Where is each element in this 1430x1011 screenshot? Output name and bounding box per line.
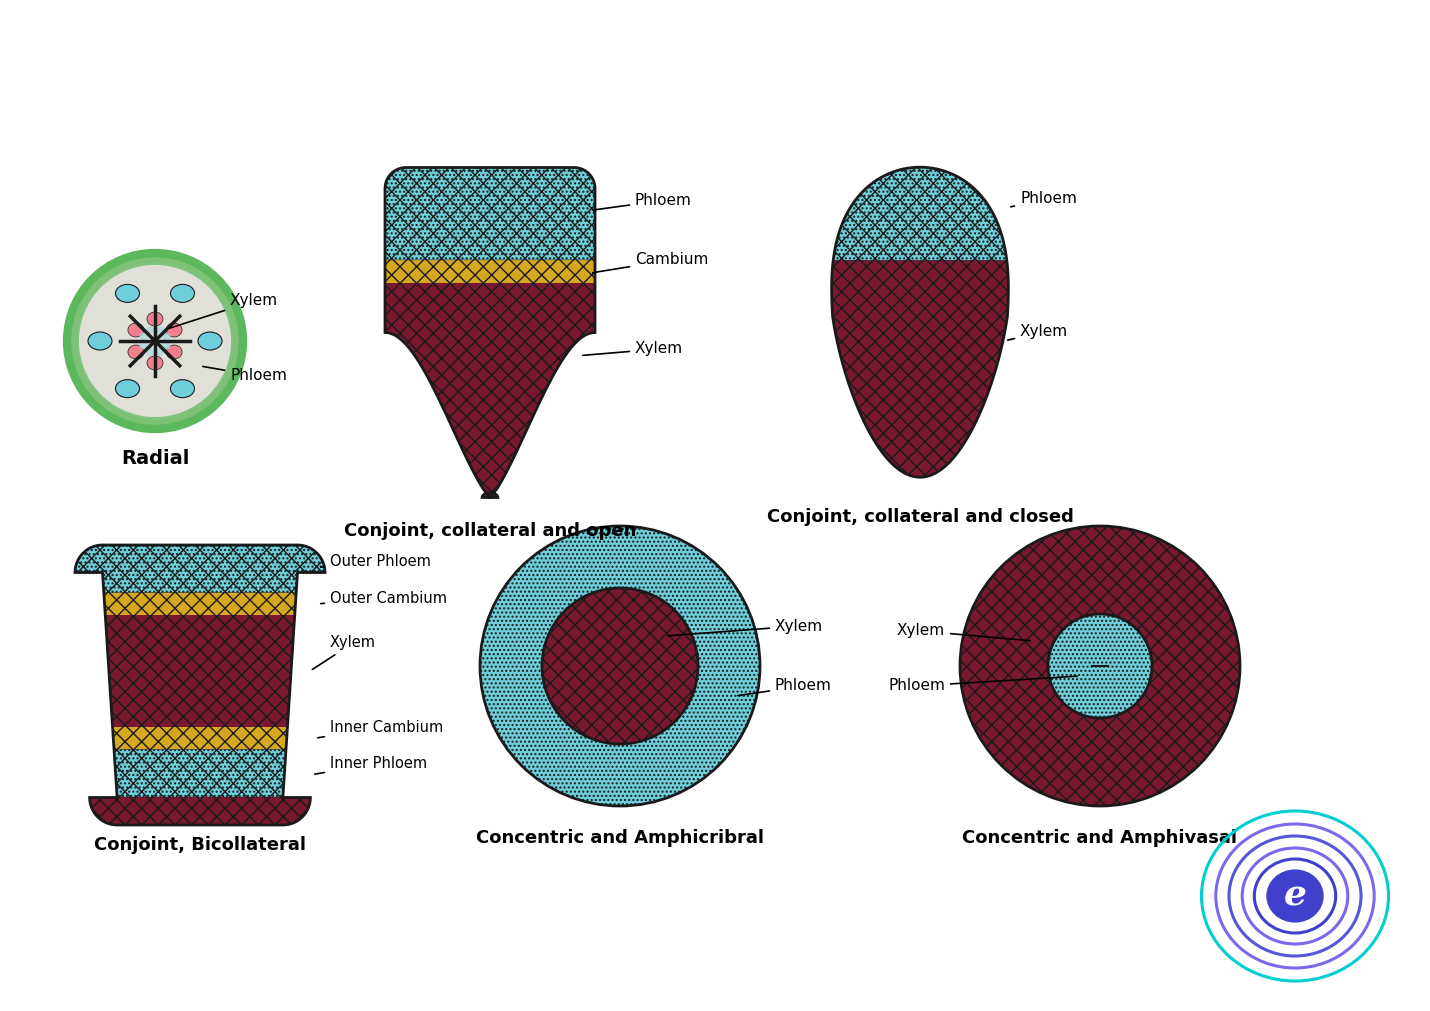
Ellipse shape xyxy=(140,333,149,341)
Circle shape xyxy=(542,588,698,744)
Text: Phloem: Phloem xyxy=(1011,191,1077,207)
Ellipse shape xyxy=(156,326,164,334)
Ellipse shape xyxy=(197,332,222,350)
Text: Xylem: Xylem xyxy=(668,619,824,636)
Polygon shape xyxy=(74,545,325,825)
Text: Conjoint, collateral and closed: Conjoint, collateral and closed xyxy=(766,509,1074,527)
Circle shape xyxy=(67,253,243,429)
Text: e: e xyxy=(1284,879,1307,913)
Text: Phloem: Phloem xyxy=(738,678,832,696)
Text: Radial: Radial xyxy=(120,450,189,468)
Polygon shape xyxy=(385,168,595,260)
Polygon shape xyxy=(104,592,296,615)
Circle shape xyxy=(77,263,233,419)
Ellipse shape xyxy=(166,323,182,337)
Polygon shape xyxy=(385,168,595,497)
Text: Outer Cambium: Outer Cambium xyxy=(320,590,448,606)
Text: Phloem: Phloem xyxy=(593,193,692,210)
Text: Phloem: Phloem xyxy=(203,366,287,383)
Polygon shape xyxy=(114,749,286,797)
Ellipse shape xyxy=(170,284,194,302)
Text: Concentric and Amphivasal: Concentric and Amphivasal xyxy=(962,829,1237,847)
Ellipse shape xyxy=(116,380,140,397)
Ellipse shape xyxy=(146,326,154,334)
Circle shape xyxy=(480,526,759,806)
Ellipse shape xyxy=(127,345,144,359)
Text: Xylem: Xylem xyxy=(312,636,376,669)
Ellipse shape xyxy=(154,348,164,356)
Ellipse shape xyxy=(147,356,163,370)
Text: Cambium: Cambium xyxy=(593,253,708,273)
Text: Xylem: Xylem xyxy=(1008,324,1068,340)
Ellipse shape xyxy=(166,345,182,359)
Text: Inner Cambium: Inner Cambium xyxy=(317,720,443,738)
Ellipse shape xyxy=(89,332,112,350)
Ellipse shape xyxy=(127,323,144,337)
Text: Conjoint, Bicollateral: Conjoint, Bicollateral xyxy=(94,836,306,853)
Text: Concentric and Amphicribral: Concentric and Amphicribral xyxy=(476,829,764,847)
Polygon shape xyxy=(113,727,287,749)
Text: Xylem: Xylem xyxy=(170,293,277,329)
Ellipse shape xyxy=(147,312,163,326)
Ellipse shape xyxy=(116,284,140,302)
Ellipse shape xyxy=(162,333,170,341)
Polygon shape xyxy=(74,545,325,592)
Ellipse shape xyxy=(146,348,154,356)
Circle shape xyxy=(960,526,1240,806)
Ellipse shape xyxy=(139,342,149,350)
Ellipse shape xyxy=(1267,870,1323,922)
Polygon shape xyxy=(832,167,1008,477)
Polygon shape xyxy=(834,167,1007,260)
Ellipse shape xyxy=(170,380,194,397)
Circle shape xyxy=(1048,614,1153,718)
Text: Phloem: Phloem xyxy=(888,676,1077,694)
Text: Xylem: Xylem xyxy=(897,624,1030,641)
Text: Conjoint, collateral and open: Conjoint, collateral and open xyxy=(343,522,636,540)
Ellipse shape xyxy=(162,342,170,350)
Polygon shape xyxy=(385,260,595,283)
Text: Inner Phloem: Inner Phloem xyxy=(315,756,428,774)
Text: Outer Phloem: Outer Phloem xyxy=(320,554,430,569)
Text: Xylem: Xylem xyxy=(583,342,684,357)
